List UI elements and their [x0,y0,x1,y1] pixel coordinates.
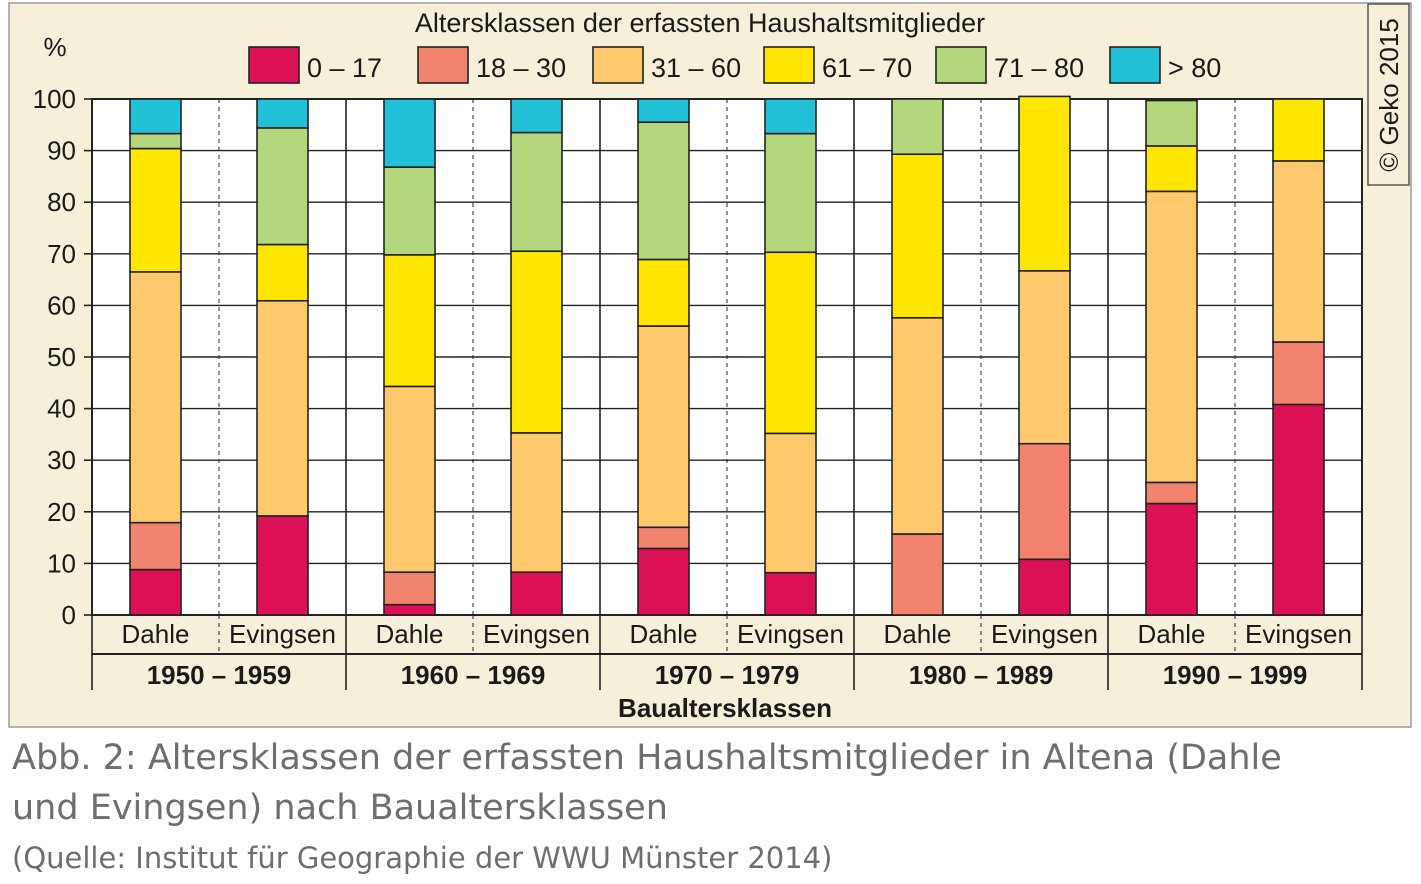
bar-segment-1-3 [129,271,182,524]
bar-segment-5-2 [637,526,690,550]
x-tick-label: Dahle [884,619,952,649]
bar-segment-5-1 [637,547,690,616]
caption-line-2: und Evingsen) nach Baualtersklassen [12,788,668,828]
legend-swatch [248,46,300,84]
y-axis-label: % [43,32,66,62]
bar-segment-2-3 [256,299,309,517]
bar-segment-10-4 [1272,98,1325,162]
bar-segment-7-5 [891,98,944,156]
y-tick-label: 60 [47,290,76,320]
bar-segment-4-6 [510,98,563,134]
y-tick-label: 10 [47,548,76,578]
group-label: 1950 – 1959 [147,660,292,690]
bar-segment-9-2 [1145,481,1198,505]
bar-segment-4-4 [510,250,563,434]
y-tick-label: 30 [47,445,76,475]
y-tick-label: 90 [47,136,76,166]
legend-swatch [935,46,987,84]
bar-segment-7-3 [891,316,944,535]
bar-segment-2-1 [256,515,309,616]
y-tick-label: 40 [47,394,76,424]
bar-segment-3-3 [383,385,436,573]
legend-label: 31 – 60 [651,53,741,83]
x-tick-label: Evingsen [229,619,336,649]
bar-segment-4-1 [510,571,563,616]
caption-line-1: Abb. 2: Altersklassen der erfassten Haus… [12,738,1282,778]
bar-segment-5-5 [637,121,690,261]
legend-label: > 80 [1168,53,1221,83]
legend-swatch [417,46,469,84]
bar-segment-1-2 [129,521,182,571]
bar-segment-5-3 [637,325,690,529]
y-tick-label: 20 [47,497,76,527]
x-tick-label: Dahle [376,619,444,649]
copyright-box [1367,3,1410,186]
bar-segment-6-5 [764,132,817,254]
legend-swatch [1109,46,1161,84]
bar-segment-10-2 [1272,341,1325,406]
bar-segment-1-6 [129,98,182,135]
x-tick-label: Evingsen [483,619,590,649]
x-tick-label: Dahle [122,619,190,649]
legend-swatch [592,46,644,84]
legend-swatch [763,46,815,84]
chart: Altersklassen der erfassten Haushaltsmit… [8,2,1412,728]
bar-segment-5-6 [637,98,690,124]
group-label: 1960 – 1969 [401,660,546,690]
group-label: 1970 – 1979 [655,660,800,690]
bar-segment-1-1 [129,568,182,616]
legend-title: Altersklassen der erfassten Haushaltsmit… [415,8,985,38]
bar-segment-3-5 [383,166,436,256]
bar-segment-3-6 [383,98,436,168]
bar-segment-5-4 [637,258,690,327]
bar-segment-10-1 [1272,403,1325,616]
bar-segment-8-1 [1018,558,1071,616]
bar-segment-7-2 [891,533,944,616]
x-tick-label: Evingsen [991,619,1098,649]
y-tick-label: 0 [62,600,76,630]
bar-segment-10-3 [1272,160,1325,343]
bar-segment-3-4 [383,254,436,388]
bar-segment-6-6 [764,98,817,135]
x-tick-label: Dahle [1138,619,1206,649]
legend-label: 18 – 30 [476,53,566,83]
bar-segment-9-3 [1145,190,1198,484]
y-tick-label: 70 [47,239,76,269]
bar-segment-1-5 [129,132,182,150]
bar-segment-8-3 [1018,270,1071,445]
bar-segment-6-4 [764,251,817,435]
bar-segment-2-5 [256,127,309,246]
y-tick-label: 80 [47,187,76,217]
group-label: 1980 – 1989 [909,660,1054,690]
x-tick-label: Evingsen [737,619,844,649]
bar-segment-6-1 [764,571,817,616]
bar-segment-4-5 [510,131,563,253]
x-tick-label: Evingsen [1245,619,1352,649]
bar-segment-2-4 [256,243,309,302]
bar-segment-3-2 [383,571,436,606]
bar-segment-2-6 [256,98,309,129]
caption-source: (Quelle: Institut für Geographie der WWU… [12,841,833,875]
x-tick-label: Dahle [630,619,698,649]
y-tick-label: 100 [33,84,76,114]
group-label: 1990 – 1999 [1163,660,1308,690]
bar-segment-9-1 [1145,502,1198,616]
bar-segment-8-2 [1018,442,1071,561]
bar-segment-3-1 [383,603,436,616]
legend-label: 61 – 70 [822,53,912,83]
bar-segment-4-3 [510,432,563,573]
bar-segment-8-4 [1018,95,1071,272]
bar-segment-7-4 [891,153,944,319]
bar-segment-9-5 [1145,99,1198,147]
legend-label: 71 – 80 [994,53,1084,83]
bar-segment-9-4 [1145,145,1198,193]
x-axis-title: Baualtersklassen [618,693,832,723]
y-tick-label: 50 [47,342,76,372]
bar-segment-1-4 [129,147,182,273]
copyright-text: © Geko 2015 [1374,18,1404,172]
legend-label: 0 – 17 [307,53,382,83]
bar-segment-6-3 [764,432,817,574]
